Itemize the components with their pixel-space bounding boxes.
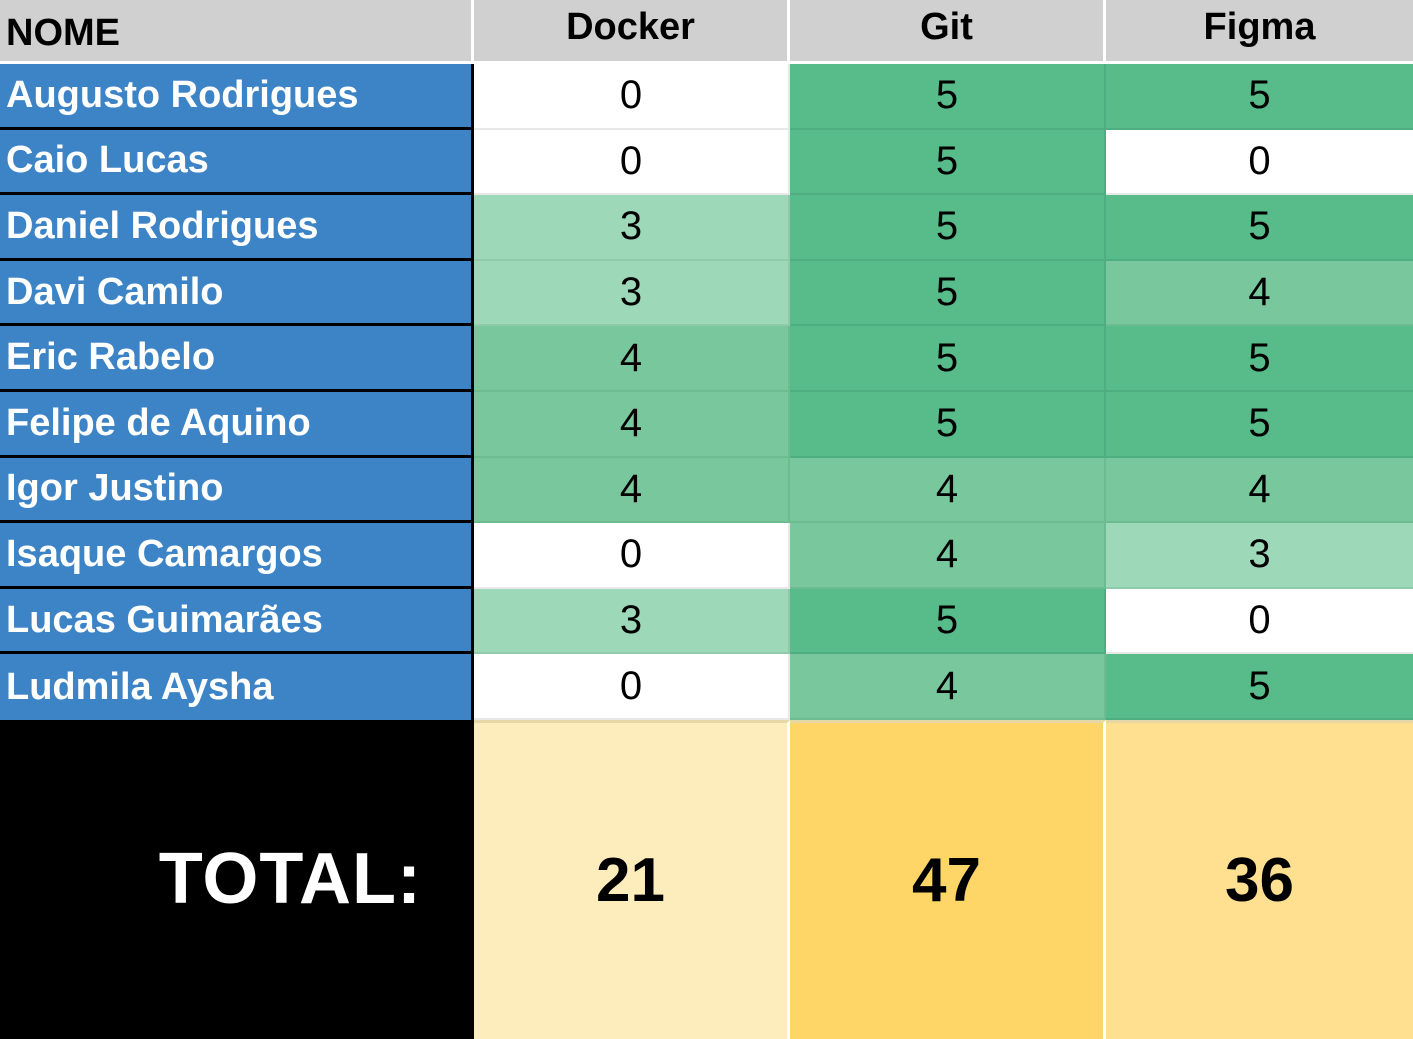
score-cell[interactable]: 0 — [474, 129, 790, 196]
score-cell[interactable]: 5 — [1106, 391, 1413, 458]
column-header-git[interactable]: Git — [790, 0, 1106, 64]
row-name-cell[interactable]: Augusto Rodrigues — [0, 64, 474, 130]
score-cell[interactable]: 0 — [474, 654, 790, 720]
row-name-cell[interactable]: Caio Lucas — [0, 129, 474, 196]
total-value-cell[interactable]: 47 — [790, 719, 1106, 1039]
score-cell[interactable]: 0 — [474, 523, 790, 589]
row-name-cell[interactable]: Felipe de Aquino — [0, 391, 474, 458]
score-cell[interactable]: 5 — [790, 260, 1106, 327]
row-name-cell[interactable]: Igor Justino — [0, 457, 474, 524]
column-header-docker[interactable]: Docker — [474, 0, 790, 64]
row-name-cell[interactable]: Ludmila Aysha — [0, 654, 474, 720]
row-name-cell[interactable]: Lucas Guimarães — [0, 588, 474, 655]
row-name-cell[interactable]: Eric Rabelo — [0, 326, 474, 392]
row-name-cell[interactable]: Daniel Rodrigues — [0, 195, 474, 261]
score-cell[interactable]: 3 — [474, 260, 790, 327]
score-cell[interactable]: 4 — [474, 326, 790, 392]
score-cell[interactable]: 3 — [474, 195, 790, 261]
score-cell[interactable]: 4 — [790, 654, 1106, 720]
score-cell[interactable]: 3 — [474, 588, 790, 655]
score-cell[interactable]: 5 — [790, 326, 1106, 392]
score-cell[interactable]: 5 — [790, 588, 1106, 655]
score-cell[interactable]: 4 — [790, 523, 1106, 589]
total-label-cell[interactable]: TOTAL: — [0, 719, 474, 1039]
score-cell[interactable]: 0 — [1106, 129, 1413, 196]
score-cell[interactable]: 5 — [790, 195, 1106, 261]
score-cell[interactable]: 5 — [1106, 195, 1413, 261]
score-cell[interactable]: 5 — [790, 64, 1106, 130]
score-cell[interactable]: 5 — [1106, 654, 1413, 720]
score-cell[interactable]: 4 — [1106, 457, 1413, 524]
score-cell[interactable]: 4 — [1106, 260, 1413, 327]
total-value-cell[interactable]: 21 — [474, 719, 790, 1039]
total-value-cell[interactable]: 36 — [1106, 719, 1413, 1039]
score-cell[interactable]: 5 — [790, 129, 1106, 196]
score-cell[interactable]: 0 — [1106, 588, 1413, 655]
column-header-nome[interactable]: NOME — [0, 0, 474, 64]
score-cell[interactable]: 5 — [1106, 326, 1413, 392]
score-cell[interactable]: 5 — [790, 391, 1106, 458]
score-cell[interactable]: 4 — [474, 457, 790, 524]
score-cell[interactable]: 0 — [474, 64, 790, 130]
row-name-cell[interactable]: Isaque Camargos — [0, 523, 474, 589]
score-cell[interactable]: 4 — [790, 457, 1106, 524]
column-header-figma[interactable]: Figma — [1106, 0, 1413, 64]
row-name-cell[interactable]: Davi Camilo — [0, 260, 474, 327]
score-cell[interactable]: 3 — [1106, 523, 1413, 589]
score-cell[interactable]: 5 — [1106, 64, 1413, 130]
score-cell[interactable]: 4 — [474, 391, 790, 458]
